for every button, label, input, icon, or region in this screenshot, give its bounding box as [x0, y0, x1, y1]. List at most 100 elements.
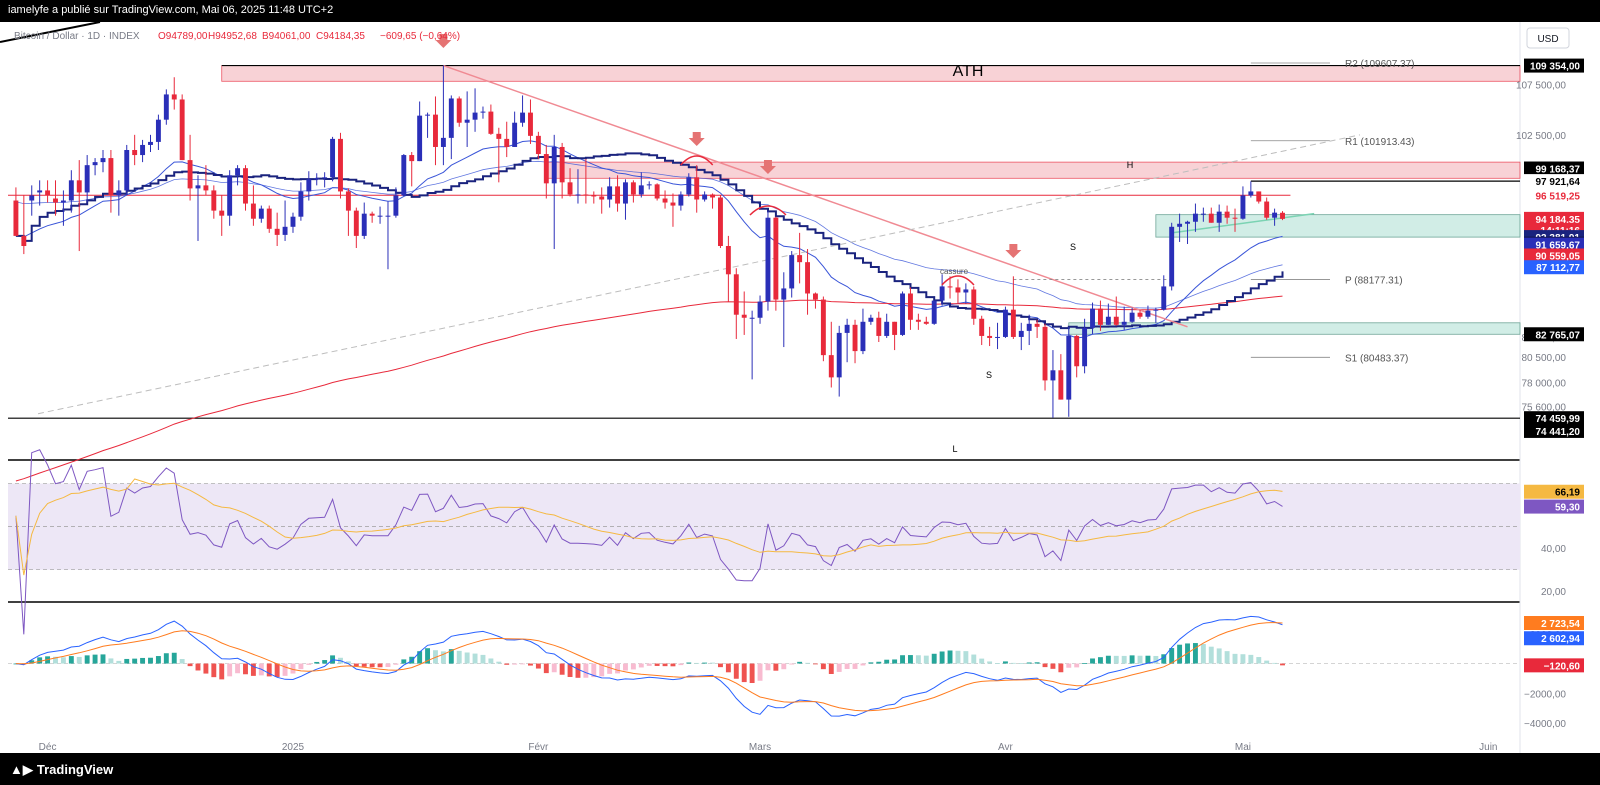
candle-body[interactable] — [274, 228, 280, 235]
candle-body[interactable] — [282, 226, 288, 235]
candle-body[interactable] — [290, 216, 296, 227]
candle-body[interactable] — [939, 286, 945, 301]
candle-body[interactable] — [258, 208, 264, 219]
candle-body[interactable] — [132, 150, 138, 156]
candle-body[interactable] — [591, 195, 597, 197]
candle-body[interactable] — [1097, 308, 1103, 325]
candle-body[interactable] — [1145, 310, 1151, 317]
candle-body[interactable] — [330, 138, 336, 178]
candle-body[interactable] — [535, 135, 541, 155]
candle-body[interactable] — [361, 213, 367, 236]
candle-body[interactable] — [417, 115, 423, 162]
candle-body[interactable] — [401, 155, 407, 196]
candle-body[interactable] — [306, 179, 312, 192]
candle-body[interactable] — [892, 321, 898, 335]
candle-body[interactable] — [472, 112, 478, 120]
currency-box[interactable] — [1526, 27, 1570, 49]
candle-body[interactable] — [765, 217, 771, 302]
candle-body[interactable] — [828, 355, 834, 378]
candle-body[interactable] — [76, 180, 82, 193]
candle-body[interactable] — [1026, 323, 1032, 331]
candle-body[interactable] — [931, 300, 937, 324]
candle-body[interactable] — [1105, 316, 1111, 325]
candle-body[interactable] — [543, 154, 549, 184]
candle-body[interactable] — [868, 317, 874, 322]
candle-body[interactable] — [987, 335, 993, 338]
candle-body[interactable] — [433, 114, 438, 147]
chart-area[interactable]: R2 (109607.37) R1 (101913.43) P (88177.31)… — [0, 21, 1600, 753]
candle-body[interactable] — [638, 185, 644, 195]
chart-svg[interactable]: R2 (109607.37) R1 (101913.43) P (88177.31)… — [0, 21, 1600, 753]
candle-body[interactable] — [670, 202, 676, 206]
candle-body[interactable] — [836, 332, 842, 378]
candle-body[interactable] — [298, 191, 304, 217]
candle-body[interactable] — [884, 321, 890, 336]
candle-body[interactable] — [1121, 321, 1127, 325]
candle-body[interactable] — [393, 195, 399, 216]
legend-symbol[interactable]: Bitcoin / Dollar · 1D · INDEX — [14, 31, 140, 42]
candle-body[interactable] — [702, 194, 708, 200]
candle-body[interactable] — [1113, 316, 1119, 325]
candle-body[interactable] — [1034, 323, 1040, 327]
candle-body[interactable] — [1050, 370, 1056, 381]
candle-body[interactable] — [496, 133, 502, 139]
candle-body[interactable] — [1224, 211, 1230, 218]
candle-body[interactable] — [84, 165, 90, 193]
candle-body[interactable] — [733, 274, 739, 315]
candle-body[interactable] — [1058, 370, 1064, 400]
candle-body[interactable] — [250, 203, 256, 219]
candle-body[interactable] — [440, 137, 446, 147]
candle-body[interactable] — [227, 175, 233, 216]
candle-body[interactable] — [1153, 309, 1159, 311]
candle-body[interactable] — [322, 177, 328, 179]
candle-body[interactable] — [148, 141, 153, 145]
candle-body[interactable] — [1185, 221, 1190, 224]
candle-body[interactable] — [1240, 195, 1246, 219]
candle-body[interactable] — [369, 213, 375, 216]
candle-body[interactable] — [947, 286, 953, 288]
candle-body[interactable] — [345, 191, 351, 211]
candle-body[interactable] — [599, 196, 605, 200]
candle-body[interactable] — [13, 200, 19, 236]
candle-body[interactable] — [995, 336, 1000, 338]
candle-body[interactable] — [583, 194, 589, 196]
candle-body[interactable] — [140, 144, 146, 156]
candle-body[interactable] — [797, 255, 803, 263]
candle-body[interactable] — [654, 184, 660, 199]
candle-body[interactable] — [749, 317, 755, 319]
candle-body[interactable] — [559, 146, 565, 183]
candle-body[interactable] — [425, 114, 431, 116]
candle-body[interactable] — [203, 185, 209, 191]
candle-body[interactable] — [456, 98, 462, 123]
candle-body[interactable] — [1002, 309, 1008, 337]
candle-body[interactable] — [353, 210, 359, 236]
candle-body[interactable] — [235, 168, 241, 176]
candle-body[interactable] — [1010, 309, 1016, 337]
candle-body[interactable] — [1090, 308, 1095, 328]
candle-body[interactable] — [678, 194, 684, 206]
candle-body[interactable] — [512, 122, 518, 147]
candle-body[interactable] — [630, 182, 636, 195]
candle-body[interactable] — [195, 185, 201, 189]
candle-body[interactable] — [385, 215, 391, 217]
candle-body[interactable] — [45, 190, 51, 196]
candle-body[interactable] — [187, 160, 193, 189]
candle-body[interactable] — [1177, 223, 1183, 227]
candle-body[interactable] — [575, 194, 581, 196]
candle-body[interactable] — [781, 288, 787, 300]
candle-body[interactable] — [1082, 327, 1088, 367]
candle-body[interactable] — [820, 299, 826, 356]
candle-body[interactable] — [607, 186, 613, 200]
candle-body[interactable] — [1066, 335, 1072, 400]
candle-body[interactable] — [37, 190, 43, 193]
candle-body[interactable] — [915, 319, 921, 322]
candle-body[interactable] — [813, 293, 818, 300]
candle-body[interactable] — [1018, 330, 1024, 337]
candle-body[interactable] — [219, 210, 225, 216]
candle-body[interactable] — [551, 146, 557, 184]
candle-body[interactable] — [520, 112, 526, 123]
candle-body[interactable] — [29, 195, 35, 201]
candle-body[interactable] — [1256, 191, 1262, 202]
candle-body[interactable] — [528, 112, 533, 136]
candle-body[interactable] — [694, 177, 700, 200]
